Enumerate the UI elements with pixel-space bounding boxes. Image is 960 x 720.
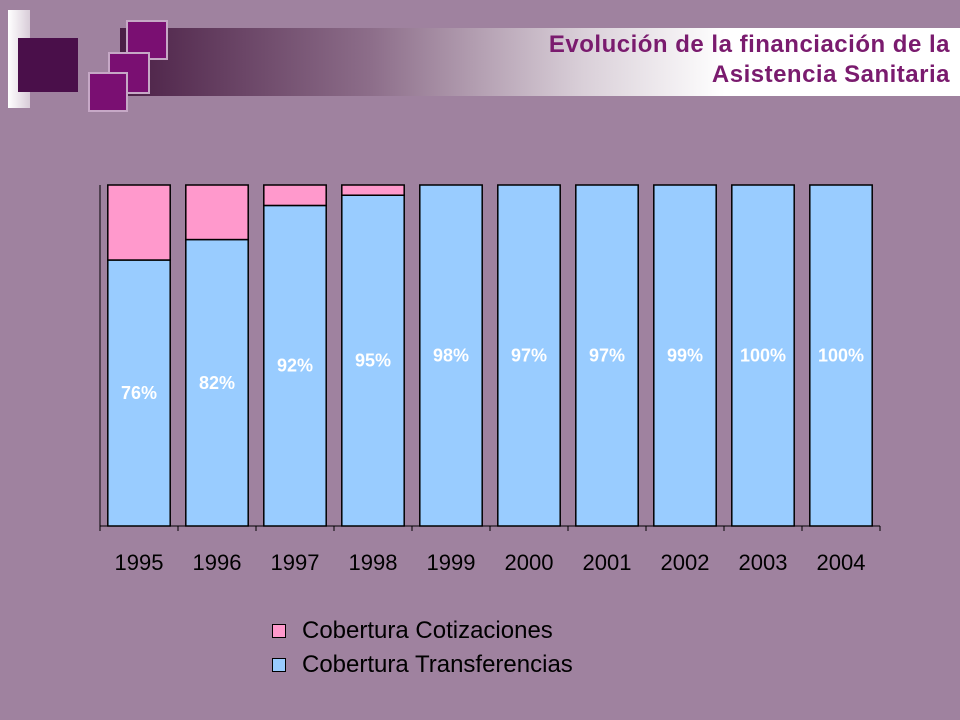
x-tick-labels-group: 1995 1996 1997 1998 1999 2000 2001 2002 2003 2004: [115, 550, 866, 575]
bar-cobertura-transferencias-1995: [107, 259, 171, 527]
data-label-1995: 76%: [121, 383, 157, 403]
legend-label-transferencias: Cobertura Transferencias: [302, 651, 573, 678]
legend-item-cotizaciones: Cobertura Cotizaciones: [272, 614, 573, 648]
data-label-2002: 99%: [667, 346, 703, 366]
bar-cobertura-cotizaciones-1995: [107, 184, 171, 261]
x-tick-label-2003: 2003: [739, 550, 788, 575]
bar-cobertura-transferencias-1996: [185, 238, 249, 527]
data-label-2001: 97%: [589, 346, 625, 366]
x-tick-label-1997: 1997: [271, 550, 320, 575]
data-labels-group: 76% 82% 92% 95% 98% 97% 97% 99% 100% 100%: [121, 346, 864, 404]
bar-cobertura-transferencias-2004: [809, 184, 873, 527]
bar-cobertura-transferencias-1999: [419, 184, 483, 527]
bar-cobertura-transferencias-1997: [263, 204, 327, 527]
bar-cobertura-transferencias-2002: [653, 184, 717, 527]
data-label-1999: 98%: [433, 346, 469, 366]
legend-swatch-transferencias: [272, 658, 286, 672]
bar-cobertura-cotizaciones-1996: [185, 184, 249, 241]
x-tick-label-2000: 2000: [505, 550, 554, 575]
x-tick-label-1995: 1995: [115, 550, 164, 575]
title-line-2: Asistencia Sanitaria: [711, 61, 950, 88]
legend-item-transferencias: Cobertura Transferencias: [272, 648, 573, 682]
legend: Cobertura Cotizaciones Cobertura Transfe…: [272, 614, 573, 682]
bar-cobertura-transferencias-2001: [575, 184, 639, 527]
x-tick-label-1996: 1996: [193, 550, 242, 575]
x-tick-label-2002: 2002: [661, 550, 710, 575]
data-label-1996: 82%: [199, 373, 235, 393]
bars-group: [107, 184, 873, 527]
decorative-square: [88, 72, 128, 112]
legend-label-cotizaciones: Cobertura Cotizaciones: [302, 617, 553, 644]
data-label-2003: 100%: [740, 346, 786, 366]
bar-cobertura-cotizaciones-1998: [341, 184, 405, 196]
data-label-2000: 97%: [511, 346, 547, 366]
data-label-1997: 92%: [277, 356, 313, 376]
bar-cobertura-transferencias-2003: [731, 184, 795, 527]
page-title: Evolución de la financiación de la Asist…: [350, 30, 950, 90]
legend-swatch-cotizaciones: [272, 624, 286, 638]
decorative-square: [18, 38, 78, 92]
x-tick-label-2001: 2001: [583, 550, 632, 575]
x-tick-label-1999: 1999: [427, 550, 476, 575]
title-band: [120, 28, 960, 96]
title-line-1: Evolución de la financiación de la: [548, 31, 950, 58]
data-label-2004: 100%: [818, 346, 864, 366]
bar-cobertura-cotizaciones-1997: [263, 184, 327, 207]
data-label-1998: 95%: [355, 351, 391, 371]
x-tick-label-2004: 2004: [817, 550, 866, 575]
title-bar: Evolución de la financiación de la Asist…: [0, 0, 960, 112]
bar-cobertura-transferencias-2000: [497, 184, 561, 527]
x-tick-label-1998: 1998: [349, 550, 398, 575]
